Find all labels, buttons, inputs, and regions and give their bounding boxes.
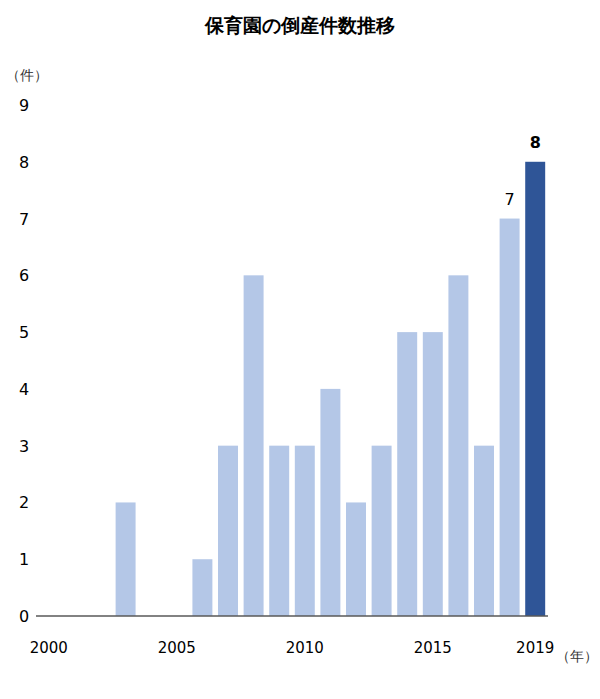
y-tick-label: 6 (19, 266, 29, 285)
bar (192, 559, 212, 616)
bar (218, 446, 238, 616)
y-tick (33, 332, 36, 333)
y-tick (33, 161, 36, 162)
y-tick-label: 3 (19, 437, 29, 456)
bars (116, 162, 546, 616)
bar (474, 446, 494, 616)
data-label: 7 (505, 190, 515, 209)
y-tick-label: 0 (19, 607, 29, 626)
x-axis (36, 615, 548, 617)
y-axis-label: （件） (6, 67, 48, 83)
y-tick-label: 8 (19, 153, 29, 172)
bar (423, 332, 443, 616)
y-tick (33, 275, 36, 276)
y-tick-label: 5 (19, 323, 29, 342)
bar (295, 446, 315, 616)
bar (525, 162, 545, 616)
y-tick (33, 218, 36, 219)
y-tick (33, 616, 36, 617)
bar (372, 446, 392, 616)
bar (244, 275, 264, 616)
y-tick (33, 388, 36, 389)
bar (500, 219, 520, 616)
bar (269, 446, 289, 616)
x-tick-label: 2019 (516, 639, 554, 657)
bar (320, 389, 340, 616)
bar (448, 275, 468, 616)
bar (346, 502, 366, 616)
y-tick-label: 4 (19, 380, 29, 399)
data-label: 8 (530, 133, 541, 152)
x-tick-label: 2005 (158, 639, 196, 657)
y-tick (33, 502, 36, 503)
x-axis-label: （年） (556, 648, 598, 664)
y-tick-label: 2 (19, 493, 29, 512)
y-tick-label: 9 (19, 96, 29, 115)
title: 保育園の倒産件数推移 (204, 14, 395, 36)
y-tick (33, 559, 36, 560)
y-tick (33, 105, 36, 106)
y-tick-label: 7 (19, 210, 29, 229)
x-tick-label: 2015 (414, 639, 452, 657)
bar (116, 502, 136, 616)
y-tick (33, 445, 36, 446)
bar (397, 332, 417, 616)
y-tick-label: 1 (19, 550, 29, 569)
chart-container: 保育園の倒産件数推移 （件） （年） 0 1 2 3 4 5 6 7 8 9 2000 2005 2010 20… (0, 0, 600, 699)
chart-svg: 保育園の倒産件数推移 （件） （年） 0 1 2 3 4 5 6 7 8 9 2000 2005 2010 20… (0, 0, 600, 699)
x-tick-label: 2010 (286, 639, 324, 657)
x-tick-label: 2000 (30, 639, 68, 657)
